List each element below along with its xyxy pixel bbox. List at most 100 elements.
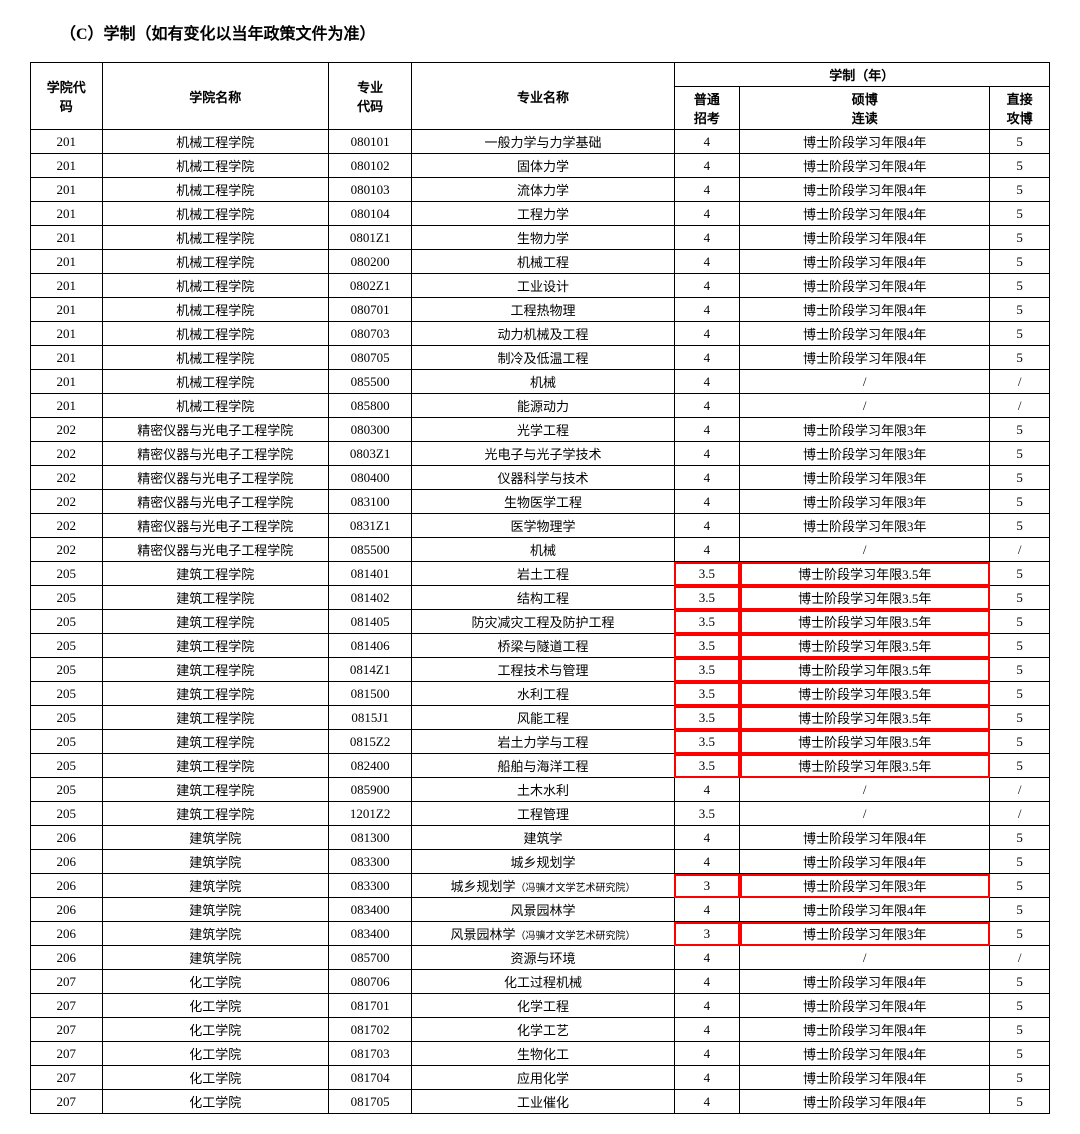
table-row: 207化工学院081703生物化工4博士阶段学习年限4年5	[31, 1042, 1050, 1066]
cell-school-code: 202	[31, 514, 103, 538]
cell-major-code: 081405	[328, 610, 411, 634]
cell-school-name: 建筑工程学院	[102, 562, 328, 586]
cell-shuobo: 博士阶段学习年限4年	[740, 202, 990, 226]
cell-school-code: 201	[31, 130, 103, 154]
cell-shuobo: /	[740, 802, 990, 826]
cell-major-name: 资源与环境	[412, 946, 674, 970]
cell-school-code: 201	[31, 274, 103, 298]
cell-school-code: 207	[31, 994, 103, 1018]
cell-major-code: 081705	[328, 1090, 411, 1114]
cell-school-name: 机械工程学院	[102, 250, 328, 274]
cell-school-code: 202	[31, 538, 103, 562]
cell-school-code: 205	[31, 754, 103, 778]
cell-major-name: 工程技术与管理	[412, 658, 674, 682]
cell-shuobo: 博士阶段学习年限3.5年	[740, 658, 990, 682]
cell-direct: 5	[990, 994, 1050, 1018]
cell-shuobo: 博士阶段学习年限3.5年	[740, 730, 990, 754]
cell-direct: 5	[990, 562, 1050, 586]
cell-school-code: 205	[31, 706, 103, 730]
cell-major-name: 固体力学	[412, 154, 674, 178]
cell-school-name: 建筑工程学院	[102, 610, 328, 634]
cell-major-code: 080104	[328, 202, 411, 226]
cell-major-code: 083400	[328, 898, 411, 922]
cell-school-code: 201	[31, 346, 103, 370]
header-study-group: 学制（年）	[674, 63, 1049, 87]
cell-direct: 5	[990, 322, 1050, 346]
cell-shuobo: 博士阶段学习年限4年	[740, 826, 990, 850]
cell-school-name: 建筑学院	[102, 850, 328, 874]
cell-major-code: 0815J1	[328, 706, 411, 730]
cell-shuobo: 博士阶段学习年限4年	[740, 1066, 990, 1090]
cell-shuobo: 博士阶段学习年限4年	[740, 322, 990, 346]
cell-school-name: 机械工程学院	[102, 346, 328, 370]
cell-major-code: 081702	[328, 1018, 411, 1042]
table-row: 206建筑学院083300城乡规划学4博士阶段学习年限4年5	[31, 850, 1050, 874]
cell-direct: 5	[990, 490, 1050, 514]
cell-major-code: 080102	[328, 154, 411, 178]
cell-major-code: 081703	[328, 1042, 411, 1066]
cell-shuobo: 博士阶段学习年限4年	[740, 898, 990, 922]
cell-direct: /	[990, 370, 1050, 394]
table-row: 206建筑学院083400风景园林学4博士阶段学习年限4年5	[31, 898, 1050, 922]
cell-major-name: 机械	[412, 370, 674, 394]
cell-shuobo: 博士阶段学习年限3年	[740, 466, 990, 490]
cell-school-name: 建筑学院	[102, 946, 328, 970]
cell-school-code: 205	[31, 730, 103, 754]
cell-normal-exam: 4	[674, 850, 740, 874]
cell-school-name: 机械工程学院	[102, 298, 328, 322]
cell-school-code: 205	[31, 682, 103, 706]
cell-normal-exam: 4	[674, 1018, 740, 1042]
cell-major-code: 080400	[328, 466, 411, 490]
cell-major-name: 工程热物理	[412, 298, 674, 322]
cell-school-name: 建筑学院	[102, 826, 328, 850]
cell-school-name: 建筑工程学院	[102, 778, 328, 802]
cell-normal-exam: 4	[674, 898, 740, 922]
cell-school-name: 建筑工程学院	[102, 730, 328, 754]
cell-major-name: 岩土力学与工程	[412, 730, 674, 754]
cell-direct: 5	[990, 826, 1050, 850]
cell-major-name: 土木水利	[412, 778, 674, 802]
cell-school-name: 化工学院	[102, 970, 328, 994]
cell-major-code: 081401	[328, 562, 411, 586]
cell-major-name: 防灾减灾工程及防护工程	[412, 610, 674, 634]
cell-direct: 5	[990, 1018, 1050, 1042]
cell-major-code: 1201Z2	[328, 802, 411, 826]
cell-school-name: 机械工程学院	[102, 322, 328, 346]
table-row: 205建筑工程学院085900土木水利4//	[31, 778, 1050, 802]
cell-school-code: 201	[31, 154, 103, 178]
table-row: 205建筑工程学院0814Z1工程技术与管理3.5博士阶段学习年限3.5年5	[31, 658, 1050, 682]
cell-major-name: 城乡规划学（冯骥才文学艺术研究院）	[412, 874, 674, 898]
cell-school-code: 207	[31, 1090, 103, 1114]
cell-shuobo: 博士阶段学习年限4年	[740, 1042, 990, 1066]
cell-direct: 5	[990, 442, 1050, 466]
cell-direct: 5	[990, 346, 1050, 370]
cell-normal-exam: 4	[674, 154, 740, 178]
cell-direct: 5	[990, 202, 1050, 226]
cell-shuobo: 博士阶段学习年限3年	[740, 874, 990, 898]
cell-school-code: 201	[31, 226, 103, 250]
cell-normal-exam: 4	[674, 226, 740, 250]
header-shuobo: 硕博连读	[740, 87, 990, 130]
cell-major-name: 建筑学	[412, 826, 674, 850]
cell-major-code: 080300	[328, 418, 411, 442]
cell-direct: 5	[990, 970, 1050, 994]
cell-normal-exam: 3.5	[674, 730, 740, 754]
header-school-name: 学院名称	[102, 63, 328, 130]
cell-major-code: 083400	[328, 922, 411, 946]
cell-major-code: 080706	[328, 970, 411, 994]
cell-major-name: 生物化工	[412, 1042, 674, 1066]
cell-shuobo: 博士阶段学习年限4年	[740, 250, 990, 274]
table-row: 205建筑工程学院082400船舶与海洋工程3.5博士阶段学习年限3.5年5	[31, 754, 1050, 778]
cell-school-code: 206	[31, 874, 103, 898]
cell-normal-exam: 4	[674, 826, 740, 850]
cell-major-code: 081701	[328, 994, 411, 1018]
cell-major-name: 岩土工程	[412, 562, 674, 586]
cell-normal-exam: 3.5	[674, 802, 740, 826]
cell-major-code: 080103	[328, 178, 411, 202]
table-row: 201机械工程学院080102固体力学4博士阶段学习年限4年5	[31, 154, 1050, 178]
cell-normal-exam: 3.5	[674, 682, 740, 706]
cell-school-code: 205	[31, 802, 103, 826]
table-row: 201机械工程学院080104工程力学4博士阶段学习年限4年5	[31, 202, 1050, 226]
cell-major-code: 085700	[328, 946, 411, 970]
cell-direct: 5	[990, 514, 1050, 538]
